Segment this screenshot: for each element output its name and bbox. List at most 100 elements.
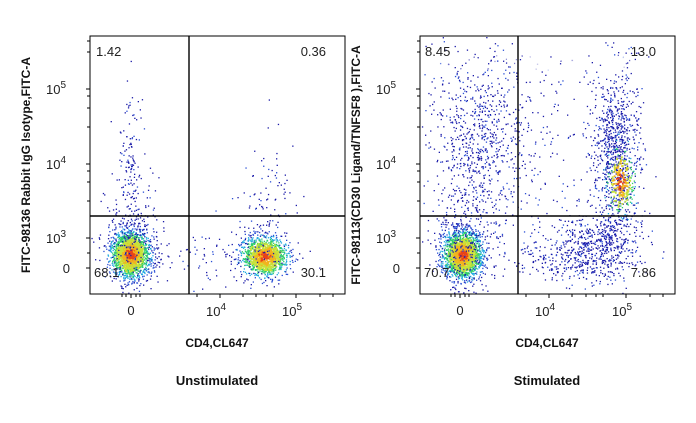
event-dot [445, 244, 446, 245]
event-dot [456, 256, 458, 258]
event-dot [119, 160, 120, 161]
event-dot [468, 244, 470, 246]
event-dot [248, 247, 249, 248]
event-dot [127, 241, 129, 243]
event-dot [134, 211, 135, 212]
event-dot [480, 280, 481, 281]
event-dot [126, 171, 127, 172]
event-dot [470, 264, 472, 266]
event-dot [459, 254, 461, 256]
event-dot [202, 289, 203, 290]
event-dot [126, 237, 127, 238]
event-dot [442, 222, 443, 223]
event-dot [133, 276, 134, 277]
event-dot [284, 198, 285, 199]
event-dot [475, 229, 476, 230]
event-dot [153, 267, 154, 268]
event-dot [155, 253, 156, 254]
event-dot [119, 179, 120, 180]
event-dot [241, 276, 242, 277]
event-dot [136, 288, 137, 289]
event-dot [125, 199, 126, 200]
event-dot [147, 280, 148, 281]
event-dot [121, 276, 122, 277]
event-dot [471, 241, 472, 242]
event-dot [284, 183, 285, 184]
event-dot [129, 176, 130, 177]
event-dot [276, 244, 277, 245]
event-dot [137, 242, 139, 244]
event-dot [108, 238, 109, 239]
event-dot [465, 268, 467, 270]
event-dot [124, 225, 125, 226]
event-dot [265, 251, 267, 253]
event-dot [257, 235, 258, 236]
event-dot [118, 255, 120, 257]
event-dot [179, 255, 180, 256]
event-dot [109, 246, 110, 247]
event-dot [225, 256, 226, 257]
event-dot [117, 241, 118, 242]
event-dot [109, 241, 110, 242]
event-dot [473, 284, 474, 285]
event-dot [459, 244, 461, 246]
event-dot [111, 257, 112, 258]
event-dot [132, 158, 133, 159]
event-dot [275, 261, 276, 262]
event-dot [444, 241, 445, 242]
event-dot [267, 254, 268, 255]
event-dot [278, 242, 279, 243]
event-dot [447, 259, 448, 260]
event-dot [147, 232, 148, 233]
event-dot [270, 181, 271, 182]
y-tick-1e4: 104 [46, 155, 66, 172]
event-dot [270, 255, 272, 257]
event-dot [132, 273, 133, 274]
event-dot [245, 251, 246, 252]
event-dot [467, 231, 468, 232]
event-dot [438, 249, 439, 250]
event-dot [452, 224, 453, 225]
event-dot [491, 257, 492, 258]
event-dot [131, 180, 132, 181]
event-dot [250, 246, 251, 247]
event-dot [454, 288, 455, 289]
event-dot [143, 242, 144, 243]
event-dot [494, 222, 495, 223]
event-dot [487, 236, 488, 237]
event-dot [180, 251, 181, 252]
event-dot [121, 286, 122, 287]
event-dot [278, 269, 279, 270]
event-dot [261, 263, 263, 265]
event-dot [101, 201, 102, 202]
event-dot [95, 259, 96, 260]
event-dot [290, 261, 291, 262]
event-dot [451, 266, 452, 267]
event-dot [472, 286, 473, 287]
event-dot [216, 275, 217, 276]
event-dot [259, 232, 260, 233]
event-dot [250, 288, 251, 289]
event-dot [479, 248, 480, 249]
event-dot [275, 270, 276, 271]
event-dot [467, 281, 468, 282]
event-dot [473, 292, 474, 293]
event-dot [138, 271, 139, 272]
event-dot [99, 237, 100, 238]
event-dot [280, 269, 281, 270]
event-dot [107, 258, 108, 259]
event-dot [278, 280, 279, 281]
event-dot [147, 265, 148, 266]
event-dot [261, 206, 262, 207]
event-dot [135, 228, 136, 229]
event-dot [129, 253, 130, 254]
event-dot [151, 265, 152, 266]
event-dot [480, 237, 481, 238]
event-dot [281, 264, 282, 265]
event-dot [267, 246, 269, 248]
event-dot [249, 273, 250, 274]
dot-cloud-unstimulated [91, 61, 320, 294]
event-dot [274, 268, 275, 269]
event-dot [482, 265, 483, 266]
event-dot [264, 241, 265, 242]
